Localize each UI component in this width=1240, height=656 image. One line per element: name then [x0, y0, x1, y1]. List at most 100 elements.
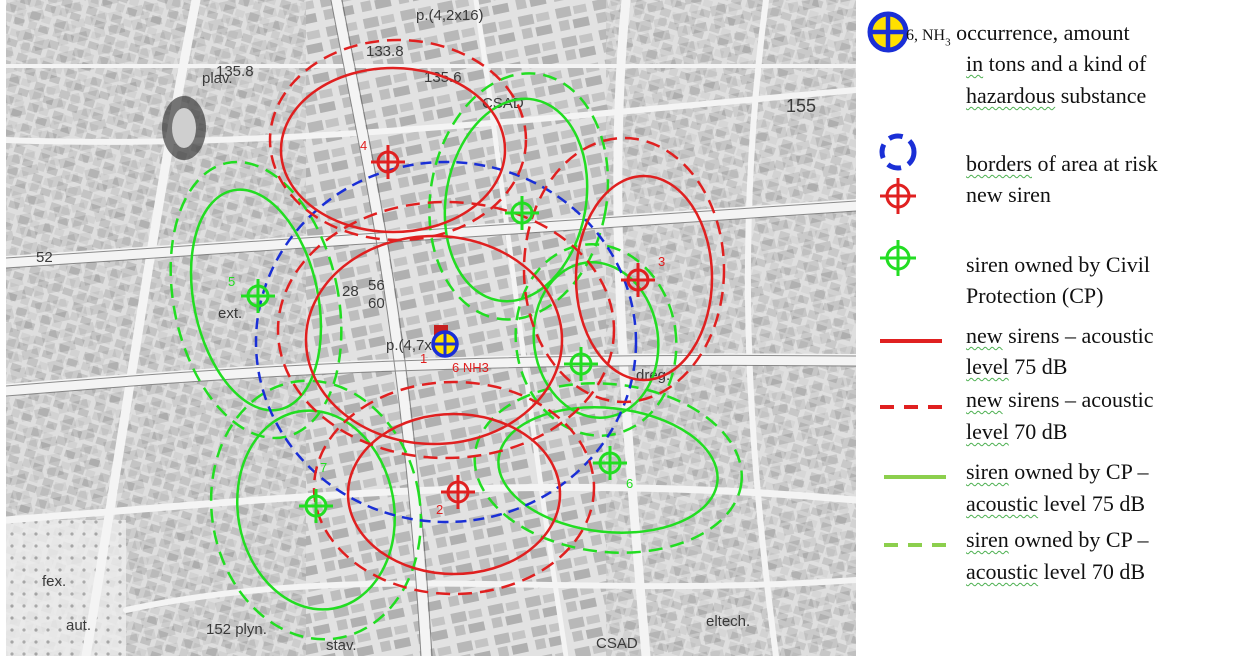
place-label: fex.: [42, 573, 66, 590]
new-coverage-75db: [574, 174, 714, 382]
new-siren-label: 4: [360, 138, 367, 153]
legend-word: sirens – acoustic: [1002, 323, 1154, 348]
legend-word: substance: [1055, 83, 1147, 108]
map-stadium-field: [172, 108, 196, 148]
legend-word: tons and a kind of: [983, 51, 1147, 76]
legend-word: level 70 dB: [1038, 559, 1146, 584]
new-coverage-70db: [276, 200, 616, 460]
cp-coverage-75db: [532, 261, 660, 419]
risk-area-border: [254, 160, 638, 524]
road-network: [6, 0, 856, 656]
legend-word: level 75 dB: [1038, 491, 1146, 516]
place-label: 60: [368, 295, 385, 312]
legend-word: siren: [966, 527, 1009, 552]
legend-word: new: [966, 387, 1003, 412]
legend-word: 75 dB: [1008, 354, 1068, 379]
cp-coverage-75db: [443, 97, 589, 303]
incident-icon[interactable]: [431, 330, 459, 358]
place-label: 152 plyn.: [206, 621, 267, 638]
legend-cp-75db-text-line-1: siren owned by CP –: [966, 458, 1149, 486]
legend-word: 70 dB: [1008, 419, 1068, 444]
place-label: ext.: [218, 305, 242, 322]
cp-siren-icon[interactable]: [299, 489, 333, 523]
legend: 6, NH3 occurrence, amount in tons and a …: [862, 0, 1240, 656]
new-coverage-75db: [279, 66, 507, 234]
new-siren-coverage: [268, 38, 726, 596]
place-label: 28: [342, 283, 359, 300]
legend-cp-70db-text-line-1: siren owned by CP –: [966, 526, 1149, 554]
legend-cp-70db-text-line-2: acoustic level 70 dB: [966, 558, 1145, 586]
legend-cp-75db-line-icon: [884, 475, 946, 479]
legend-word: sirens – acoustic: [1002, 387, 1154, 412]
new-siren-label: 1: [420, 351, 427, 366]
place-label: stav.: [326, 637, 357, 654]
new-siren-icon[interactable]: [371, 145, 405, 179]
cp-siren-icon[interactable]: [241, 279, 275, 313]
new-siren-icon[interactable]: [621, 263, 655, 297]
place-label: 133.8: [366, 43, 404, 60]
cp-siren-icon[interactable]: [505, 196, 539, 230]
legend-new-70db-text-line-1: new sirens – acoustic: [966, 386, 1154, 414]
cp-siren-icon[interactable]: [593, 446, 627, 480]
legend-word: level: [966, 419, 1009, 444]
legend-word: level: [966, 354, 1009, 379]
legend-cp-70db-line-icon: [884, 543, 946, 547]
cp-siren-label: 7: [320, 460, 327, 475]
cp-coverage-70db: [428, 72, 610, 321]
incident-label: 6 NH3: [452, 360, 489, 375]
cp-coverage-70db: [473, 382, 744, 554]
map-panel[interactable]: plav. p.(4,2x16) 133.8 135.8 135.6 CSAD …: [6, 0, 856, 656]
cp-siren-icon[interactable]: [564, 347, 598, 381]
cp-coverage-70db: [209, 379, 423, 641]
new-coverage-75db: [346, 412, 562, 576]
legend-risk-text: borders of area at risk: [966, 150, 1158, 178]
cp-siren-label: 6: [626, 476, 633, 491]
place-label: plav.: [202, 70, 233, 87]
new-coverage-70db: [312, 380, 596, 596]
cp-siren-label: 5: [228, 274, 235, 289]
cp-coverage-75db: [189, 188, 323, 412]
map-canvas[interactable]: plav. p.(4,2x16) 133.8 135.8 135.6 CSAD …: [6, 0, 856, 656]
place-label: eltech.: [706, 613, 750, 630]
legend-incident-subscript: 3: [945, 36, 951, 49]
legend-word: of area at risk: [1031, 151, 1158, 176]
cp-coverage-75db: [235, 409, 397, 611]
cp-coverage-70db: [169, 160, 343, 440]
place-label: 135.8: [216, 63, 254, 80]
place-label: 56: [368, 277, 385, 294]
new-siren-label: 2: [436, 502, 443, 517]
legend-new-75db-text-line-1: new sirens – acoustic: [966, 322, 1154, 350]
legend-incident-text-line-2: in tons and a kind of: [966, 50, 1146, 78]
legend-word: in: [966, 51, 984, 76]
legend-cp-siren-text-line-1: siren owned by Civil: [966, 252, 1150, 277]
legend-word: siren: [966, 459, 1009, 484]
place-label: 155: [786, 96, 816, 116]
legend-new-75db-text-line-2: level 75 dB: [966, 353, 1067, 381]
map-wash: [6, 0, 856, 656]
legend-new-siren-text: new siren: [966, 182, 1051, 207]
cp-coverage-75db: [497, 406, 719, 534]
legend-new-70db-text-line-2: level 70 dB: [966, 418, 1067, 446]
legend-incident-text-line-3: hazardous substance: [966, 82, 1146, 110]
place-label: CSAD: [596, 635, 638, 652]
legend-new-siren-icon: [880, 178, 916, 214]
legend-cp-siren-icon: [880, 240, 916, 276]
legend-word: owned by CP –: [1008, 459, 1149, 484]
legend-word: new: [966, 323, 1003, 348]
legend-word: borders: [966, 151, 1032, 176]
cp-siren-markers: 5 6 7: [228, 196, 633, 523]
legend-word: owned by CP –: [1008, 527, 1149, 552]
incident-marker[interactable]: 6 NH3: [431, 330, 489, 375]
legend-new-75db-line-icon: [880, 339, 942, 343]
legend-cp-siren-text-line-2: Protection (CP): [966, 283, 1104, 308]
new-coverage-70db: [522, 136, 726, 404]
place-label: p.(4,7x8): [386, 337, 445, 354]
new-siren-icon[interactable]: [441, 475, 475, 509]
legend-incident-amount: 6, NH: [906, 27, 946, 44]
new-siren-label: 3: [658, 254, 665, 269]
legend-cp-75db-text-line-2: acoustic level 75 dB: [966, 490, 1145, 518]
legend-word: acoustic: [966, 491, 1039, 516]
place-label: aut.: [66, 617, 91, 634]
legend-word: acoustic: [966, 559, 1039, 584]
place-label: 52: [36, 249, 53, 266]
